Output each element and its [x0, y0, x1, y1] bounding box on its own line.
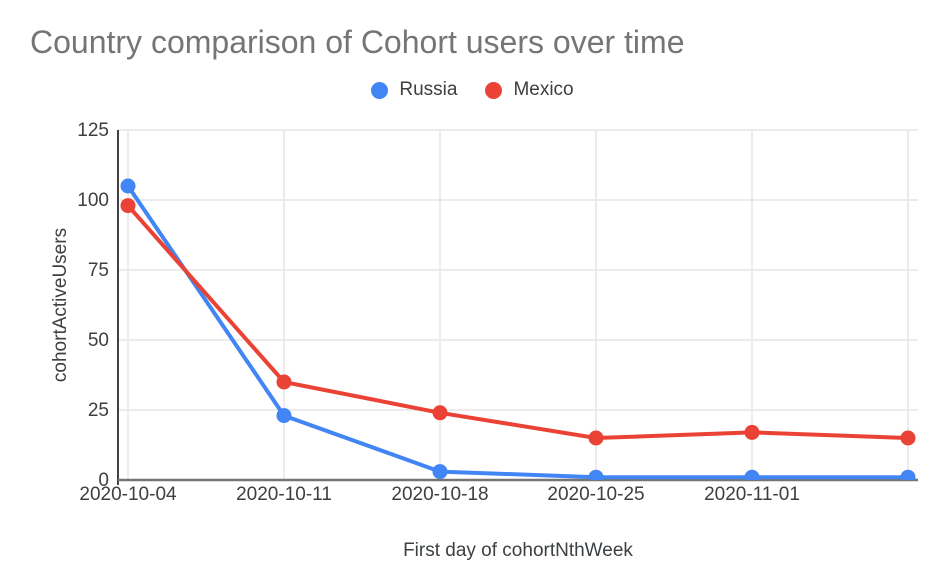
data-point-russia[interactable]	[900, 469, 916, 485]
y-tick-label: 25	[88, 400, 109, 421]
series-line-russia	[126, 184, 910, 480]
series-group	[120, 178, 916, 485]
series-line-mexico	[126, 203, 910, 440]
y-tick-label: 125	[77, 120, 109, 141]
x-tick-label: 2020-10-04	[79, 484, 177, 505]
chart-title: Country comparison of Cohort users over …	[30, 24, 685, 60]
legend-item-russia[interactable]: Russia	[371, 79, 457, 101]
legend-marker-russia-icon	[371, 81, 389, 99]
legend-label-russia: Russia	[399, 79, 458, 100]
y-axis-title: cohortActiveUsers	[48, 130, 74, 480]
legend-label-mexico: Mexico	[513, 79, 574, 100]
legend: Russia Mexico	[0, 79, 945, 101]
data-point-mexico[interactable]	[432, 405, 448, 421]
legend-item-mexico[interactable]: Mexico	[485, 79, 574, 101]
data-point-mexico[interactable]	[588, 430, 604, 446]
y-tick-label: 100	[77, 190, 109, 211]
data-point-mexico[interactable]	[744, 424, 760, 440]
data-point-russia[interactable]	[276, 408, 292, 424]
x-tick-label: 2020-10-11	[236, 484, 332, 505]
legend-marker-mexico-icon	[485, 81, 503, 99]
y-tick-label: 75	[88, 260, 109, 281]
x-tick-label: 2020-10-18	[391, 484, 488, 505]
data-point-mexico[interactable]	[120, 198, 136, 214]
y-tick-label: 50	[88, 330, 109, 351]
data-point-russia[interactable]	[588, 469, 604, 485]
x-axis-title: First day of cohortNthWeek	[403, 540, 633, 561]
data-point-russia[interactable]	[744, 469, 760, 485]
data-point-russia[interactable]	[432, 464, 448, 480]
x-tick-label: 2020-10-25	[547, 484, 644, 505]
y-tick-label: 0	[98, 470, 109, 491]
data-point-mexico[interactable]	[276, 374, 292, 390]
data-point-russia[interactable]	[120, 178, 136, 194]
data-point-mexico[interactable]	[900, 430, 916, 446]
x-tick-label: 2020-11-01	[704, 484, 800, 505]
y-axis-title-text: cohortActiveUsers	[50, 227, 72, 383]
